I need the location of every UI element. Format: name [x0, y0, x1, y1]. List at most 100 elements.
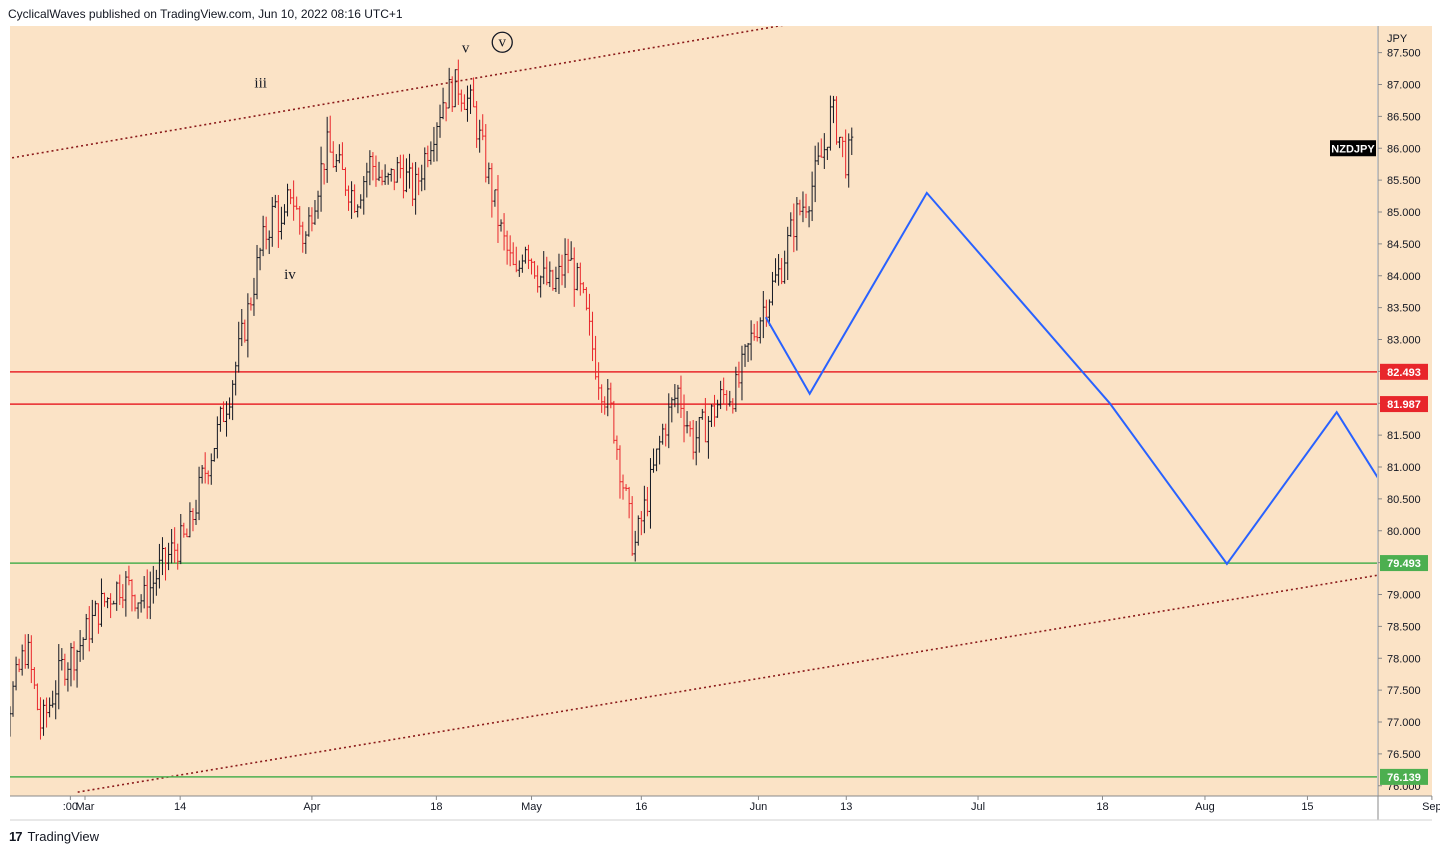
candle[interactable] [136, 602, 140, 619]
candle[interactable] [475, 101, 479, 148]
candle[interactable] [0, 709, 2, 730]
candle[interactable] [276, 195, 280, 248]
candle[interactable] [459, 89, 463, 112]
candle[interactable] [270, 196, 274, 247]
candle[interactable] [490, 163, 494, 218]
candle[interactable] [432, 126, 436, 162]
candle[interactable] [331, 141, 335, 168]
candle[interactable] [783, 250, 787, 284]
candle[interactable] [792, 203, 796, 253]
candle[interactable] [642, 485, 646, 534]
candle[interactable] [722, 377, 726, 405]
candle[interactable] [777, 254, 781, 286]
candle[interactable] [32, 667, 36, 690]
candle[interactable] [246, 293, 250, 358]
candle[interactable] [807, 206, 811, 228]
candle[interactable] [60, 648, 64, 671]
candle[interactable] [371, 152, 375, 181]
candle[interactable] [96, 603, 100, 634]
candle[interactable] [719, 380, 723, 410]
candle[interactable] [237, 321, 241, 373]
candle[interactable] [819, 138, 823, 158]
candle[interactable] [127, 565, 131, 586]
candle[interactable] [539, 275, 543, 298]
candle[interactable] [160, 537, 164, 576]
candle[interactable] [591, 311, 595, 362]
candle[interactable] [481, 114, 485, 141]
candle[interactable] [749, 320, 753, 361]
candle[interactable] [45, 697, 49, 728]
candle[interactable] [429, 141, 433, 165]
candle[interactable] [295, 196, 299, 210]
candle[interactable] [755, 321, 759, 342]
candle[interactable] [499, 219, 503, 232]
tradingview-logo[interactable]: 17 TradingView [9, 829, 99, 844]
candle[interactable] [697, 416, 701, 453]
candle[interactable] [383, 164, 387, 185]
candle[interactable] [706, 416, 710, 459]
candle[interactable] [109, 593, 113, 619]
candle[interactable] [548, 261, 552, 288]
candle[interactable] [594, 335, 598, 380]
candle[interactable] [142, 576, 146, 609]
candle[interactable] [408, 153, 412, 189]
candle[interactable] [487, 162, 491, 185]
candle[interactable] [578, 262, 582, 296]
candle[interactable] [688, 421, 692, 437]
level-badge-2[interactable]: 81.987 [1380, 396, 1428, 413]
candle[interactable] [740, 345, 744, 401]
candle[interactable] [774, 258, 778, 283]
candle[interactable] [484, 124, 488, 183]
candle[interactable] [636, 515, 640, 546]
candle[interactable] [441, 87, 445, 120]
candle[interactable] [761, 291, 765, 339]
candle[interactable] [334, 154, 338, 172]
candle[interactable] [301, 221, 305, 253]
candle[interactable] [664, 423, 668, 447]
candle[interactable] [514, 246, 518, 273]
level-badge-1[interactable]: 82.493 [1380, 363, 1428, 380]
candle[interactable] [252, 277, 256, 316]
candle[interactable] [203, 452, 207, 484]
candle[interactable] [557, 253, 561, 294]
candle[interactable] [667, 393, 671, 449]
candle[interactable] [197, 466, 201, 521]
candle[interactable] [78, 630, 82, 662]
candle[interactable] [530, 258, 534, 275]
candle[interactable] [587, 293, 591, 336]
candle[interactable] [801, 191, 805, 223]
candle[interactable] [850, 127, 854, 156]
candle[interactable] [731, 398, 735, 414]
plot-area[interactable] [10, 26, 1377, 796]
candle[interactable] [496, 175, 500, 243]
candle[interactable] [20, 644, 24, 676]
candle[interactable] [395, 156, 399, 183]
candle[interactable] [630, 496, 634, 556]
candle[interactable] [139, 594, 143, 613]
candle[interactable] [700, 408, 704, 420]
candle[interactable] [398, 154, 402, 179]
candle[interactable] [157, 543, 161, 589]
candle[interactable] [304, 231, 308, 254]
candle[interactable] [835, 96, 839, 145]
candle[interactable] [90, 599, 94, 644]
candle[interactable] [374, 155, 378, 187]
candle[interactable] [627, 486, 631, 519]
candle[interactable] [469, 84, 473, 114]
candle[interactable] [392, 169, 396, 191]
candle[interactable] [164, 547, 168, 581]
candle[interactable] [563, 238, 567, 288]
candle[interactable] [121, 584, 125, 609]
candle[interactable] [29, 635, 33, 684]
candle[interactable] [14, 656, 18, 691]
candle[interactable] [2, 701, 5, 755]
candle[interactable] [353, 184, 357, 213]
candle[interactable] [84, 613, 88, 640]
candle[interactable] [359, 194, 363, 209]
candle[interactable] [218, 406, 222, 432]
candle[interactable] [328, 115, 332, 153]
candle[interactable] [212, 448, 216, 462]
candle[interactable] [551, 269, 555, 291]
candle[interactable] [209, 453, 213, 485]
candle[interactable] [743, 344, 747, 367]
